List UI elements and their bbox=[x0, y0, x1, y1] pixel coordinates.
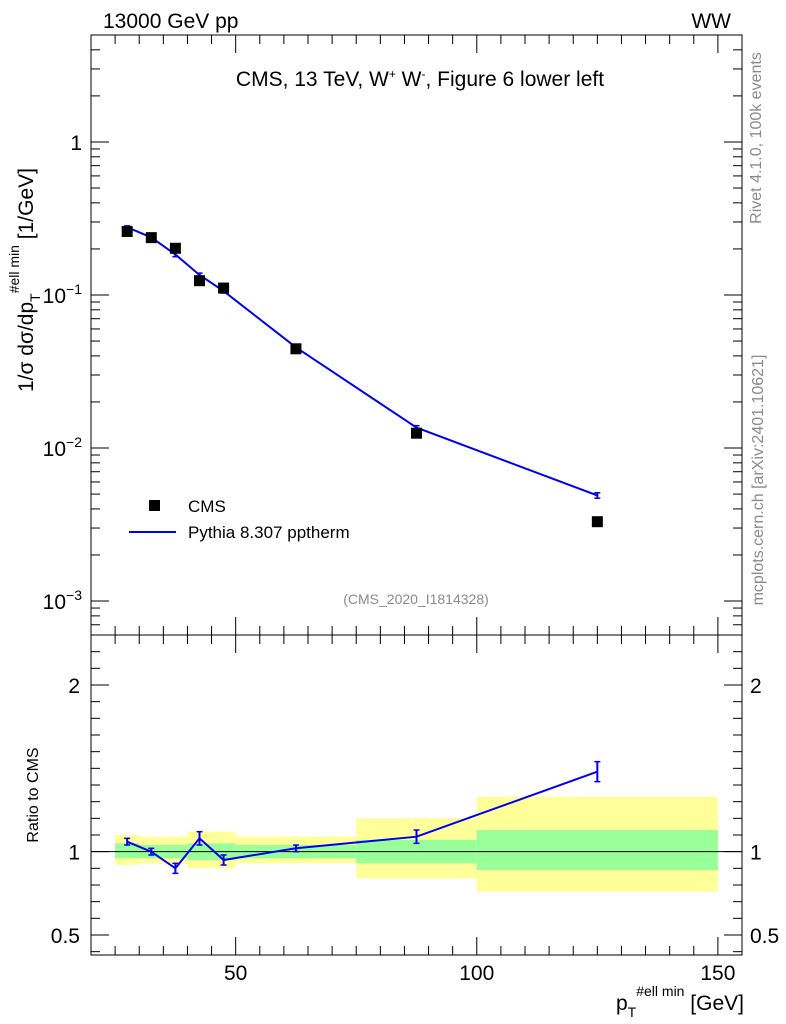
ratio-y-tick-label-left: 1 bbox=[68, 842, 80, 865]
legend-label-pythia: Pythia 8.307 pptherm bbox=[188, 523, 350, 542]
main-title: CMS, 13 TeV, W+ W-, Figure 6 lower left bbox=[236, 67, 604, 91]
y-tick-label: 1 bbox=[70, 132, 82, 155]
ratio-y-tick-label-left: 2 bbox=[68, 675, 80, 698]
data-point-marker bbox=[218, 282, 230, 294]
y-axis-title: 1/σ dσ/dpT#ell min [1/GeV] bbox=[6, 168, 43, 392]
data-point-marker bbox=[121, 225, 133, 237]
ratio-band-inner bbox=[476, 830, 718, 870]
ratio-panel: 2 2 1 1 0.5 0.5 50 100 150 bbox=[51, 634, 779, 985]
header-left: 13000 GeV pp bbox=[103, 10, 238, 33]
mc-series-line bbox=[126, 226, 598, 497]
data-point-marker bbox=[591, 516, 603, 528]
ratio-series-line bbox=[126, 770, 598, 870]
ratio-y-tick-label-right: 1 bbox=[750, 842, 762, 865]
legend-marker-cms bbox=[149, 500, 160, 511]
legend: CMS Pythia 8.307 pptherm bbox=[129, 497, 350, 542]
data-point-marker bbox=[169, 242, 181, 254]
ratio-frame bbox=[90, 634, 743, 956]
main-frame bbox=[90, 34, 743, 636]
legend-label-cms: CMS bbox=[188, 497, 226, 516]
x-tick-label: 100 bbox=[459, 962, 494, 985]
x-tick-label: 50 bbox=[224, 962, 247, 985]
data-point-marker bbox=[194, 275, 205, 287]
x-tick-label: 150 bbox=[700, 962, 735, 985]
side-label-rivet: Rivet 4.1.0, 100k events bbox=[748, 52, 765, 224]
side-label-source: mcplots.cern.ch [arXiv:2401.10621] bbox=[750, 355, 767, 606]
y-tick-label: 10−1 bbox=[43, 281, 83, 308]
data-point-marker bbox=[411, 427, 422, 439]
ratio-band-inner bbox=[115, 843, 140, 859]
y-tick-label: 10−2 bbox=[43, 434, 83, 461]
data-point-marker bbox=[290, 343, 302, 355]
header-right: WW bbox=[691, 10, 731, 33]
y-tick-label: 10−3 bbox=[43, 587, 83, 614]
data-point-marker bbox=[145, 232, 157, 244]
main-panel: CMS, 13 TeV, W+ W-, Figure 6 lower left … bbox=[43, 34, 743, 636]
ratio-y-tick-label-right: 0.5 bbox=[750, 925, 779, 948]
analysis-id: (CMS_2020_I1814328) bbox=[343, 591, 489, 607]
x-axis-title: pT#ell min [GeV] bbox=[616, 983, 744, 1020]
ratio-y-tick-label-right: 2 bbox=[750, 675, 762, 698]
ratio-y-tick-label-left: 0.5 bbox=[51, 925, 80, 948]
ratio-axis-title: Ratio to CMS bbox=[25, 747, 42, 842]
